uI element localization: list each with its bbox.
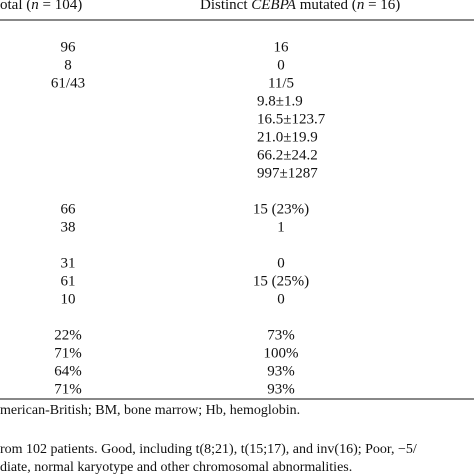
cell: 11/5 — [268, 75, 294, 91]
footnote: merican-British; BM, bone marrow; Hb, he… — [0, 403, 300, 418]
cell: 66.2±24.2 — [257, 147, 318, 163]
cell: 96 — [61, 39, 77, 55]
cell: 10 — [61, 291, 76, 307]
cell: 0 — [277, 57, 285, 73]
header-text: CEBPA — [251, 0, 297, 13]
cell: 1 — [277, 219, 285, 235]
cell: 100% — [264, 345, 299, 361]
cell: 997±1287 — [257, 165, 318, 181]
cell: 73% — [267, 327, 295, 343]
header-cell: otal (n = 104) — [0, 0, 82, 13]
cell: 0 — [277, 291, 285, 307]
footnote: diate, normal karyotype and other chromo… — [0, 460, 352, 474]
cell: 66 — [61, 201, 77, 217]
cell: 16.5±123.7 — [257, 111, 326, 127]
header-text: otal ( — [0, 0, 31, 13]
cell: 71% — [54, 345, 82, 361]
cell: 93% — [267, 363, 295, 379]
header-text: mutated ( — [296, 0, 357, 13]
cell: 21.0±19.9 — [257, 129, 318, 145]
cell: 15 (23%) — [253, 201, 309, 217]
cell: 38 — [61, 219, 76, 235]
cell: 15 (25%) — [253, 273, 309, 289]
header-text: n — [31, 0, 39, 13]
header-cell: Distinct CEBPA mutated (n = 16) — [200, 0, 400, 13]
cell: 16 — [274, 39, 290, 55]
cell: 71% — [54, 381, 82, 397]
header-text: n — [357, 0, 365, 13]
cell: 64% — [54, 363, 82, 379]
cell: 93% — [267, 381, 295, 397]
cell: 9.8±1.9 — [257, 93, 303, 109]
header-text: Distinct — [200, 0, 251, 13]
cell: 0 — [277, 255, 285, 271]
header-text: = 16) — [364, 0, 400, 13]
cell: 61 — [61, 273, 76, 289]
cell: 8 — [64, 57, 72, 73]
footnote: rom 102 patients. Good, including t(8;21… — [0, 442, 417, 457]
header-text: = 104) — [39, 0, 82, 13]
cell: 22% — [54, 327, 82, 343]
cell: 61/43 — [51, 75, 85, 91]
cell: 31 — [61, 255, 76, 271]
